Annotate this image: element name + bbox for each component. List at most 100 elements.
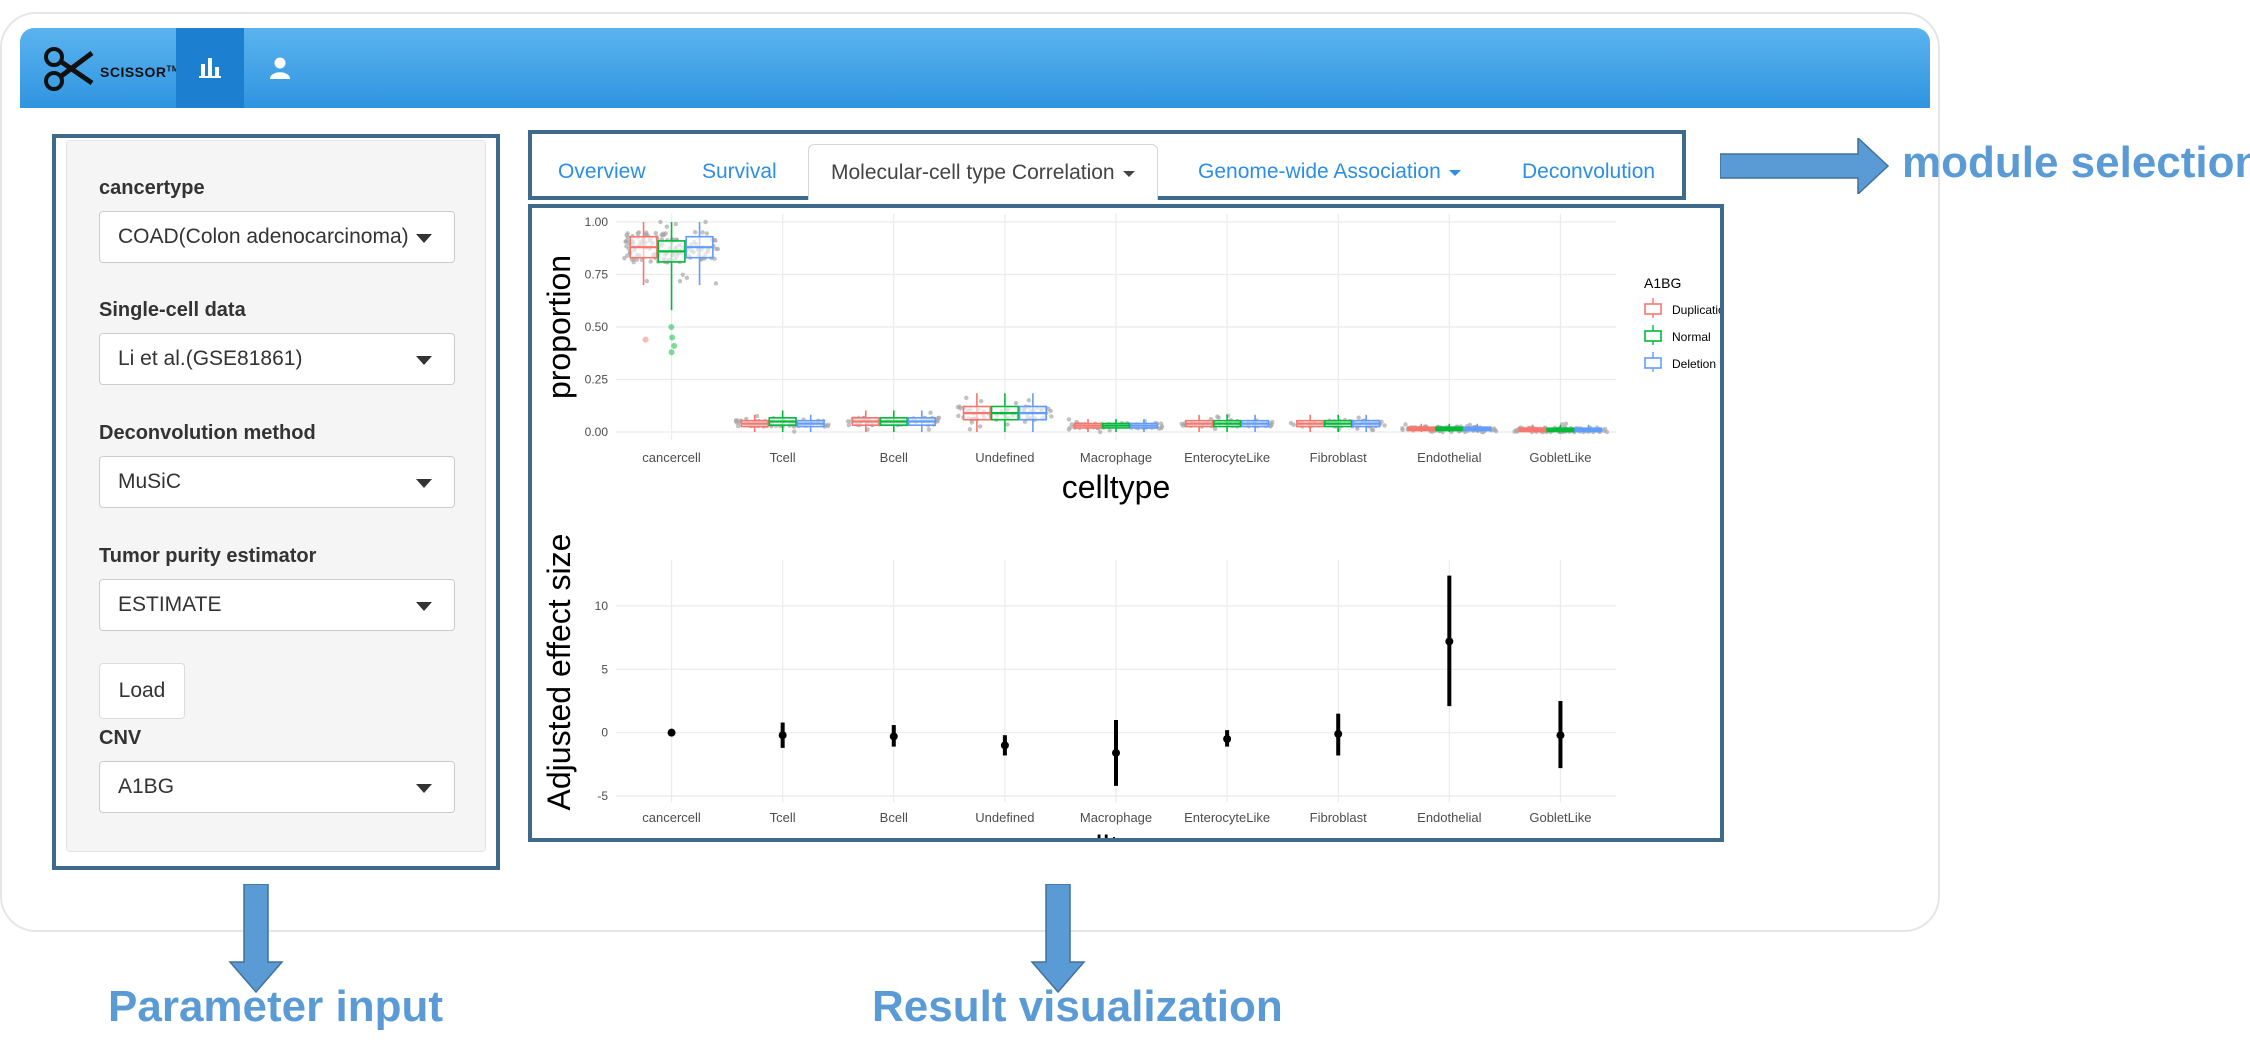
tab-molecular-cell-type-correlation[interactable]: Molecular-cell type Correlation	[808, 144, 1158, 200]
tab-overview[interactable]: Overview	[558, 160, 646, 183]
data-point	[703, 219, 708, 225]
x-axis-label: celltype	[1062, 829, 1171, 838]
load-button[interactable]: Load	[99, 663, 185, 719]
data-point	[1467, 422, 1473, 428]
data-point	[736, 423, 741, 429]
outlier-point	[671, 342, 678, 349]
data-point	[1216, 415, 1221, 420]
x-tick-label: Bcell	[880, 810, 908, 825]
data-point	[1382, 423, 1387, 428]
x-tick-label: Macrophage	[1080, 810, 1152, 825]
effect-point	[667, 728, 676, 737]
data-point	[1026, 398, 1032, 403]
cnv-select[interactable]: A1BG	[99, 761, 455, 813]
data-point	[1107, 428, 1112, 433]
cnv-label: CNV	[99, 727, 142, 749]
effect-point	[1334, 729, 1343, 738]
parameter-input-frame	[52, 134, 500, 870]
tumor-purity-estimator-value: ESTIMATE	[118, 593, 222, 616]
data-point	[1049, 414, 1054, 419]
data-point	[845, 419, 851, 424]
legend-key-normal	[1644, 330, 1662, 342]
bar-chart-icon	[199, 58, 221, 78]
x-axis-label: celltype	[1062, 469, 1171, 505]
y-tick-label: 0	[601, 726, 608, 740]
single-cell-data-select[interactable]: Li et al.(GSE81861)	[99, 333, 455, 385]
single-cell-data-value: Li et al.(GSE81861)	[118, 347, 303, 370]
effect-point	[1000, 741, 1009, 750]
nav-charts-button[interactable]	[176, 28, 244, 108]
data-point	[1269, 422, 1274, 427]
effect-point	[889, 732, 898, 741]
x-tick-label: EnterocyteLike	[1184, 810, 1270, 825]
data-point	[684, 275, 690, 281]
data-point	[1288, 420, 1294, 426]
data-point	[1097, 429, 1103, 435]
data-point	[693, 230, 698, 235]
data-point	[673, 221, 679, 227]
x-tick-label: EnterocyteLike	[1184, 450, 1270, 465]
legend-key-deletion	[1644, 357, 1662, 369]
scissor-logo[interactable]: SCISSORTM	[42, 40, 182, 96]
x-tick-label: Endothelial	[1417, 810, 1481, 825]
caret-down-icon	[1448, 170, 1461, 176]
outlier-point	[668, 324, 675, 330]
arrow-down-icon	[228, 884, 284, 994]
nav-user-button[interactable]	[246, 28, 314, 108]
data-point	[644, 278, 650, 284]
x-tick-label: Tcell	[770, 450, 796, 465]
cnv-value: A1BG	[118, 775, 175, 798]
x-tick-label: Undefined	[975, 450, 1034, 465]
chevron-down-icon	[416, 234, 432, 243]
data-point	[677, 278, 683, 284]
data-point	[1159, 424, 1165, 429]
chevron-down-icon	[416, 356, 432, 365]
user-icon	[270, 57, 290, 79]
tab-survival[interactable]: Survival	[702, 160, 777, 183]
logo-text: SCISSORTM	[100, 64, 180, 80]
tab-deconvolution[interactable]: Deconvolution	[1522, 160, 1656, 183]
legend-label: Deletion	[1672, 357, 1716, 371]
data-point	[653, 231, 659, 236]
result-visualization-annotation: Result visualization	[872, 982, 1283, 1031]
data-point	[625, 253, 630, 258]
cancertype-select[interactable]: COAD(Colon adenocarcinoma)	[99, 211, 455, 263]
cancertype-label: cancertype	[99, 177, 205, 199]
legend-label: Duplication	[1672, 303, 1720, 317]
data-point	[635, 231, 641, 236]
tumor-purity-estimator-select[interactable]: ESTIMATE	[99, 579, 455, 631]
data-point	[1066, 417, 1072, 422]
data-point	[713, 238, 718, 243]
chevron-down-icon	[416, 479, 432, 488]
result-plots: 0.00 0.25 0.50 0.75 1.00 cancercell Tcell Bcell…	[541, 214, 1720, 838]
x-tick-label: Undefined	[975, 810, 1034, 825]
effect-point	[1445, 637, 1454, 646]
sidebar-panel: cancertype COAD(Colon adenocarcinoma) Si…	[66, 140, 486, 852]
data-point	[664, 224, 670, 229]
parameter-input-annotation: Parameter input	[108, 982, 443, 1031]
data-point	[964, 395, 969, 401]
data-point	[1602, 426, 1608, 432]
legend-label: Normal	[1672, 330, 1711, 344]
x-tick-label: GobletLike	[1529, 450, 1591, 465]
data-point	[754, 413, 760, 419]
data-point	[978, 424, 983, 429]
x-tick-label: Bcell	[880, 450, 908, 465]
data-point	[1512, 429, 1517, 434]
tab-genome-wide-association[interactable]: Genome-wide Association	[1198, 144, 1461, 200]
caret-down-icon	[1122, 170, 1135, 177]
x-tick-label: Tcell	[770, 810, 796, 825]
deconvolution-method-select[interactable]: MuSiC	[99, 456, 455, 508]
data-point	[1379, 419, 1384, 425]
y-tick-label: 1.00	[585, 215, 609, 229]
data-point	[704, 231, 710, 236]
legend-key-duplication	[1644, 303, 1662, 315]
data-point	[700, 230, 705, 235]
data-point	[967, 427, 973, 432]
data-point	[955, 405, 961, 410]
deconvolution-method-label: Deconvolution method	[99, 422, 316, 444]
effect-point	[1223, 735, 1232, 743]
data-point	[648, 259, 653, 264]
data-point	[1403, 422, 1408, 427]
module-selection-frame: Overview Survival Molecular-cell type Co…	[528, 130, 1686, 200]
